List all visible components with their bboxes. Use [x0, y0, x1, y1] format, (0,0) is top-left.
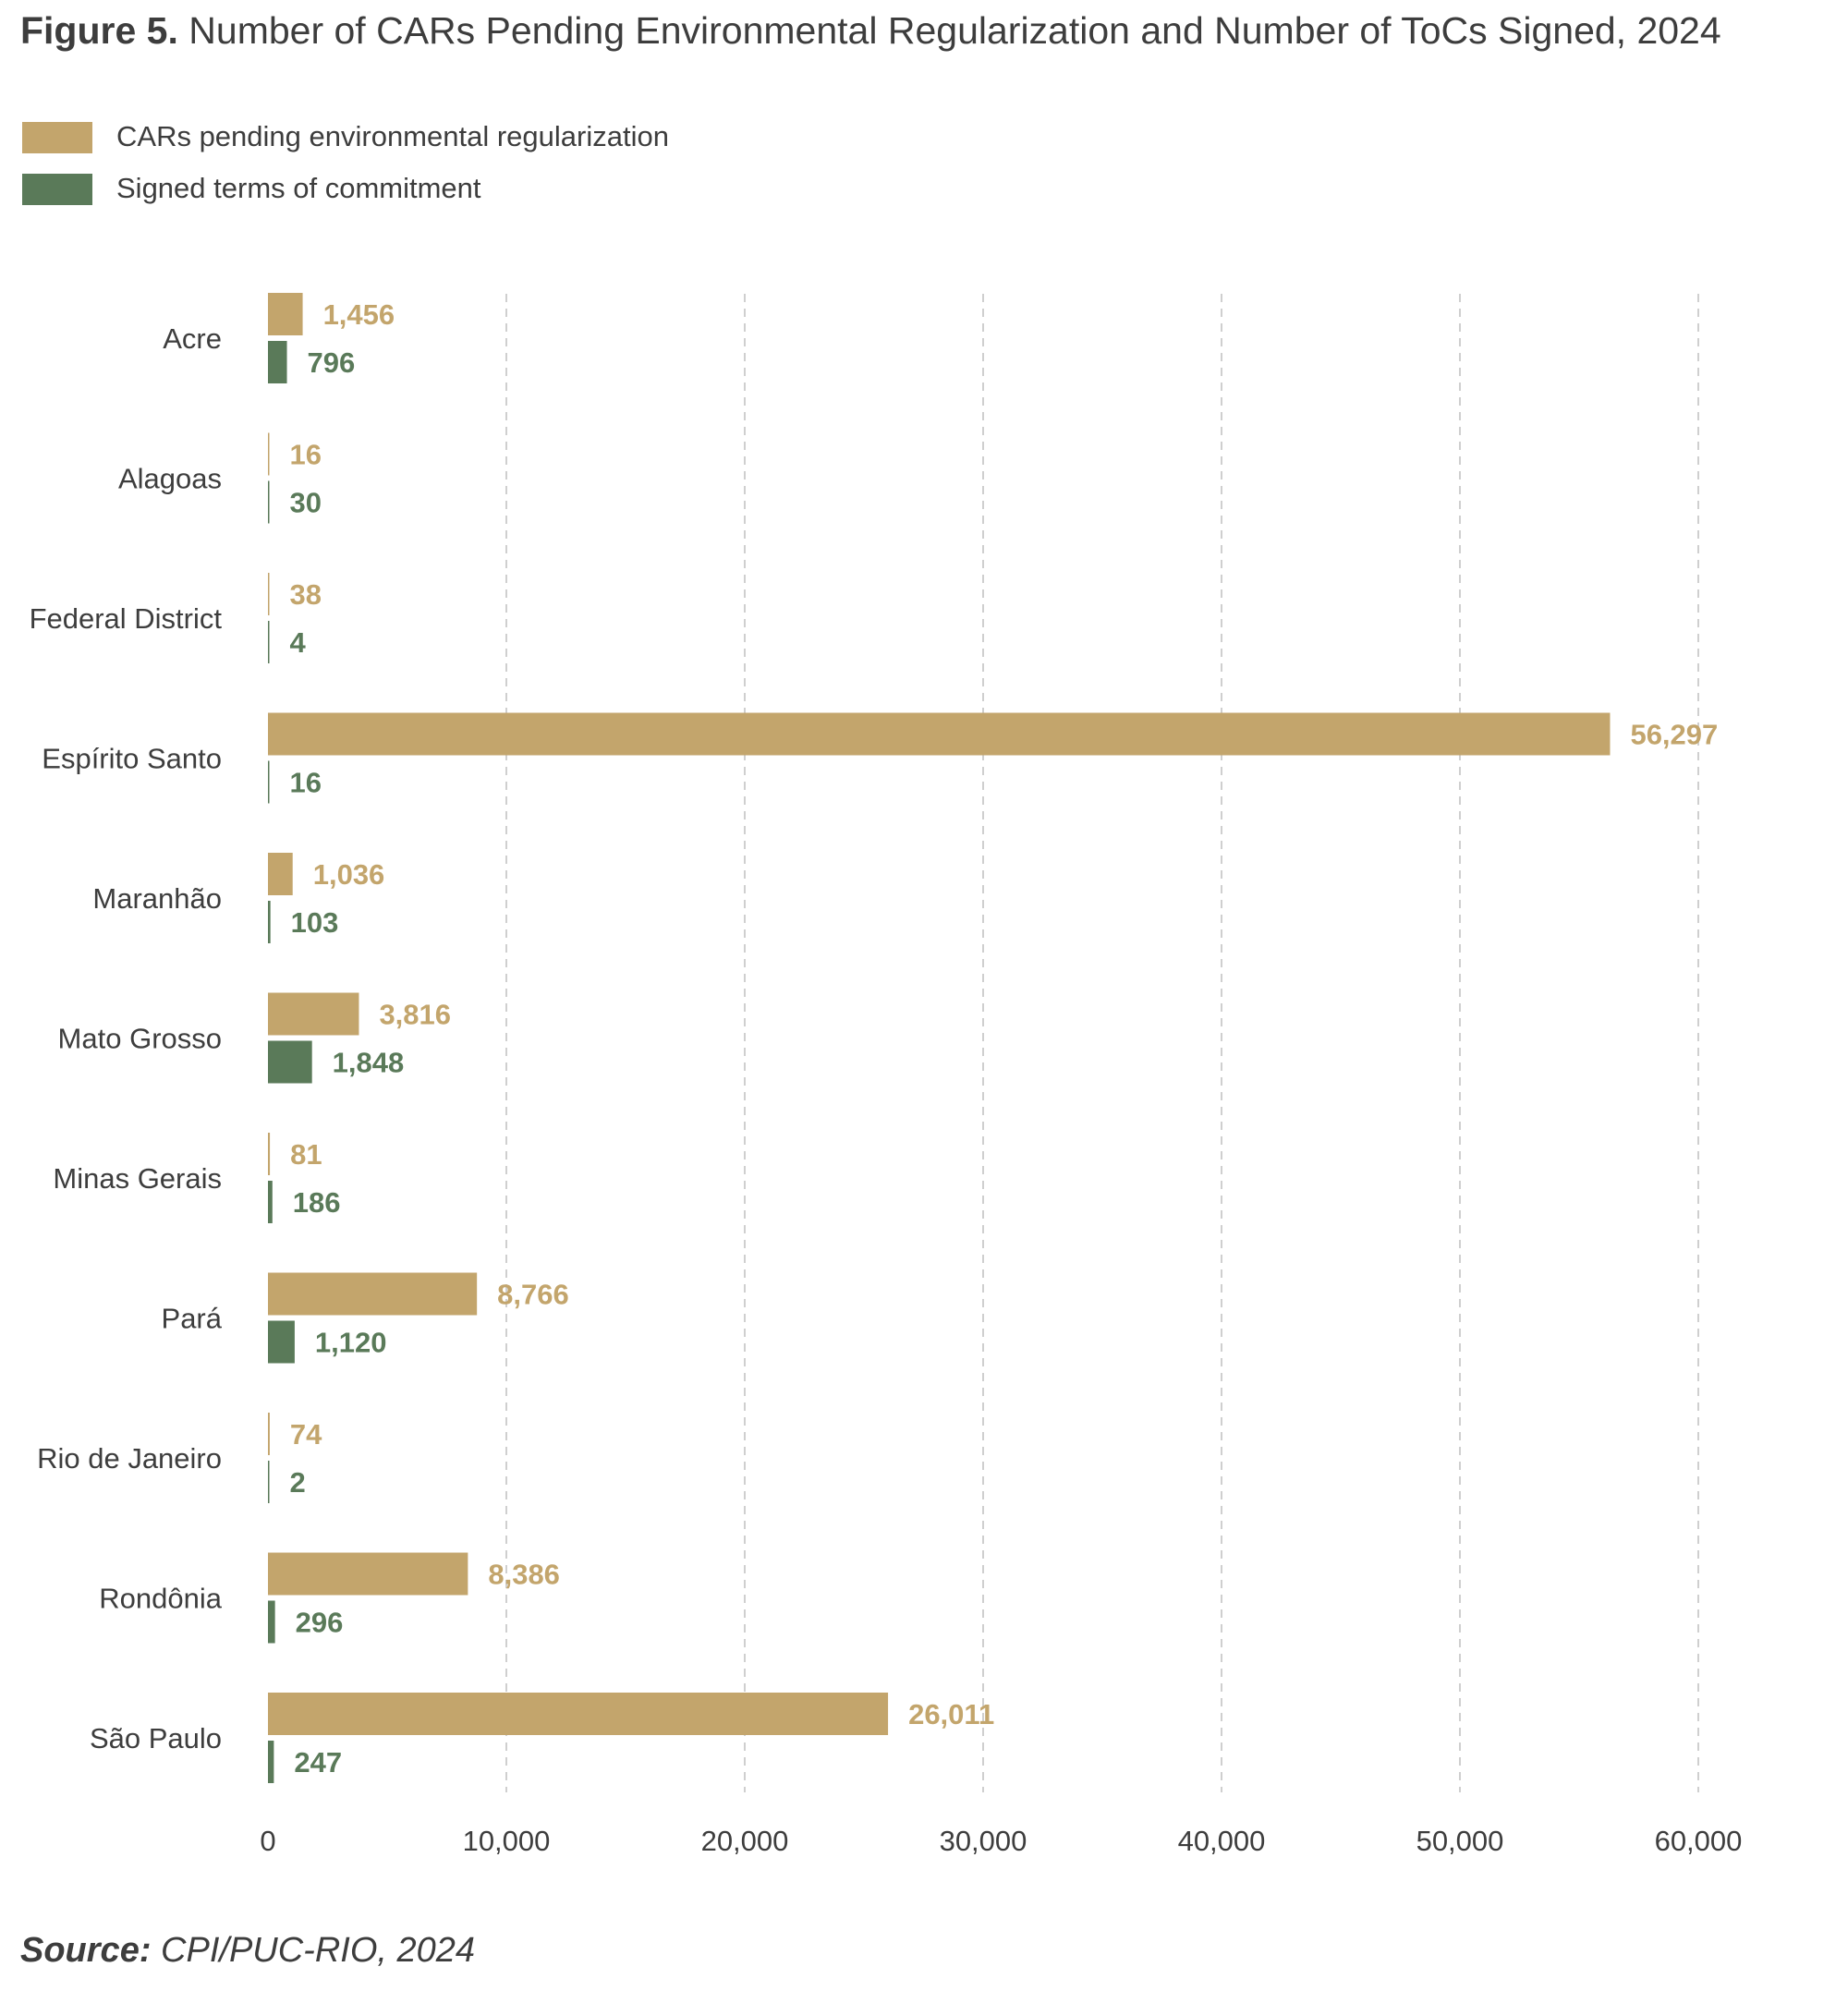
x-tick-label: 60,000: [1655, 1825, 1743, 1857]
bar-tocs: [268, 341, 287, 383]
category-label: Pará: [162, 1303, 223, 1335]
x-tick-label: 40,000: [1178, 1825, 1266, 1857]
chart-title: Figure 5. Number of CARs Pending Environ…: [20, 9, 1721, 53]
bar-cars: [268, 1552, 468, 1596]
category-label: Minas Gerais: [53, 1162, 222, 1195]
bar-tocs: [268, 1461, 270, 1503]
data-label-cars: 16: [290, 439, 322, 471]
bar-tocs: [268, 621, 270, 663]
x-tick-label: 50,000: [1416, 1825, 1504, 1857]
x-tick-label: 0: [260, 1825, 275, 1857]
legend-swatch-cars: [22, 122, 92, 153]
data-label-tocs: 247: [294, 1746, 342, 1779]
data-label-cars: 1,036: [313, 858, 385, 891]
category-label: Mato Grosso: [58, 1023, 222, 1055]
data-label-tocs: 103: [291, 906, 339, 939]
bar-cars: [268, 1693, 889, 1735]
data-label-tocs: 1,848: [333, 1047, 405, 1079]
x-tick-label: 20,000: [701, 1825, 789, 1857]
bar-cars: [268, 432, 270, 476]
bar-tocs: [268, 1741, 274, 1783]
data-label-tocs: 4: [290, 626, 307, 659]
source-label: Source:: [20, 1931, 152, 1970]
data-label-tocs: 30: [290, 487, 322, 519]
bar-cars: [268, 1413, 270, 1455]
source-note: Source: CPI/PUC-RIO, 2024: [20, 1931, 475, 1971]
data-label-cars: 8,766: [497, 1279, 569, 1311]
legend-label-tocs: Signed terms of commitment: [116, 172, 481, 204]
bar-chart: 0 10,000 20,000 30,000 40,000 50,000 60,000 Acr…: [30, 293, 1743, 1857]
figure-number: Figure 5.: [20, 9, 178, 52]
data-label-tocs: 1,120: [315, 1327, 387, 1359]
bar-cars: [268, 712, 1611, 756]
data-label-cars: 81: [290, 1138, 322, 1171]
data-label-tocs: 296: [296, 1607, 344, 1639]
data-label-tocs: 16: [290, 767, 322, 799]
bar-cars: [268, 1133, 271, 1175]
bar-tocs: [268, 1040, 312, 1084]
legend-swatch-tocs: [22, 174, 92, 205]
bar-tocs: [268, 1181, 273, 1223]
data-label-tocs: 186: [293, 1186, 341, 1219]
source-text: CPI/PUC-RIO, 2024: [151, 1931, 476, 1970]
category-label: Acre: [163, 322, 222, 355]
bar-tocs: [268, 760, 270, 804]
category-label: Espírito Santo: [42, 743, 222, 775]
bar-tocs: [268, 1600, 275, 1644]
data-label-cars: 8,386: [488, 1559, 560, 1591]
x-tick-label: 30,000: [940, 1825, 1027, 1857]
bar-cars: [268, 1272, 478, 1316]
bar-tocs: [268, 1320, 295, 1364]
data-label-cars: 3,816: [379, 999, 451, 1031]
bar-cars: [268, 853, 293, 895]
bar-tocs: [268, 901, 271, 943]
category-label: São Paulo: [90, 1722, 222, 1754]
data-label-cars: 38: [290, 578, 322, 611]
category-label: Rondônia: [99, 1583, 222, 1615]
data-label-tocs: 2: [290, 1466, 306, 1499]
bar-cars: [268, 573, 270, 615]
data-label-cars: 1,456: [323, 298, 395, 331]
category-label: Alagoas: [118, 463, 222, 495]
data-label-cars: 74: [290, 1418, 322, 1451]
category-label: Maranhão: [92, 882, 222, 915]
bar-cars: [268, 992, 359, 1036]
bar-tocs: [268, 480, 270, 524]
x-tick-label: 10,000: [463, 1825, 551, 1857]
category-label: Federal District: [30, 602, 223, 635]
bar-cars: [268, 293, 303, 335]
legend-label-cars: CARs pending environmental regularizatio…: [116, 120, 669, 152]
category-label: Rio de Janeiro: [37, 1442, 222, 1475]
data-label-cars: 26,011: [908, 1698, 994, 1730]
data-label-cars: 56,297: [1630, 719, 1718, 751]
data-label-tocs: 796: [308, 346, 356, 379]
figure-title-text: Number of CARs Pending Environmental Reg…: [188, 9, 1721, 52]
